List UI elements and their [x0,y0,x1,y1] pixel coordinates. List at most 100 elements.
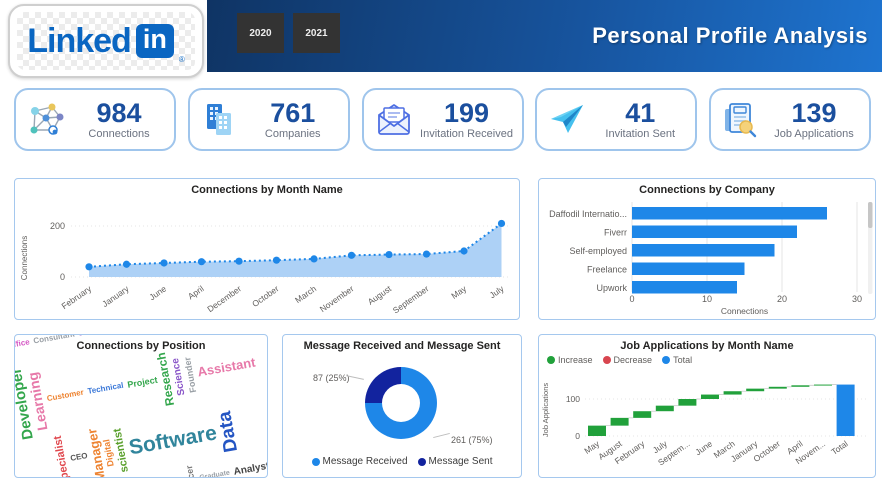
svg-text:April: April [186,283,206,301]
wf-bar-April[interactable] [791,385,810,387]
wf-bar-August[interactable] [610,417,629,426]
connections-label: Connections [88,127,150,140]
connections-by-company-chart: Connections by Company 0 10 20 30 Daffodil I… [538,178,876,320]
registered-trademark: ® [178,55,185,64]
svg-text:June: June [693,438,714,457]
bar-Fiverr[interactable] [632,225,797,239]
legend-dot [662,356,671,364]
invitation-sent-label: Invitation Sent [605,127,676,140]
legend-label: Total [673,355,693,365]
point-December[interactable] [235,257,243,265]
linkedin-logo-card: Linked in ® [8,4,204,78]
point-June[interactable] [160,259,168,267]
bar-Upwork[interactable] [632,281,737,294]
svg-text:10: 10 [702,294,712,304]
word-Software[interactable]: Software [127,421,219,460]
linkedin-in-badge: in [135,24,174,58]
word-Customer[interactable]: Customer [46,388,85,404]
point-April[interactable] [197,258,206,266]
wf-bar-Novem...[interactable] [814,384,832,386]
legend-increase[interactable]: Increase [547,355,593,365]
svg-text:February: February [60,283,94,311]
svg-text:June: June [147,283,168,302]
bar-chart-plot[interactable]: 0 10 20 30 Daffodil Internatio... Fiverr Self-… [539,196,875,320]
word-cloud[interactable]: SupportViceMachineArtificialIntelligence… [15,335,268,478]
word-CEO[interactable]: CEO [69,451,89,464]
donut-hole [382,384,420,422]
bar-Self-employed[interactable] [632,244,775,257]
legend-dot [311,457,320,466]
svg-text:September: September [391,283,431,315]
point-February[interactable] [85,263,93,271]
area-chart-plot[interactable]: 200 0 Connections February January June April D… [15,196,519,318]
point-November[interactable] [347,251,356,259]
legend-message-received[interactable]: Message Received [311,456,408,467]
legend-label: Decrease [613,355,653,365]
word-Junior[interactable]: Junior [76,335,105,337]
svg-text:October: October [250,283,281,309]
point-October[interactable] [272,256,281,264]
connections-count: 984 [96,98,142,129]
legend-label: Message Sent [428,456,493,467]
connections-by-month-chart: Connections by Month Name 200 0 Connection… [14,178,520,320]
waterfall-legend: Increase Decrease Total [547,355,692,365]
svg-text:0: 0 [575,431,580,441]
message-sent-callout: 87 (25%) [313,373,350,383]
svg-text:Total: Total [829,438,850,457]
word-Senior[interactable]: Senior [145,474,187,477]
svg-text:0: 0 [60,272,65,282]
legend-label: Message Received [322,456,408,467]
legend-label: Increase [558,355,593,365]
svg-text:March: March [293,283,318,305]
legend-total[interactable]: Total [662,355,692,365]
wf-bar-July[interactable] [655,405,674,412]
job-applications-label: Job Applications [774,127,854,140]
wf-bar-February[interactable] [633,411,652,418]
point-September[interactable] [422,250,431,258]
network-icon [30,103,64,135]
word-Project[interactable]: Project [126,374,159,390]
wf-bar-March[interactable] [723,391,742,395]
svg-text:Fiverr: Fiverr [604,228,627,238]
wf-bar-Total[interactable] [836,384,855,436]
word-Assistant[interactable]: Assistant [196,354,257,380]
wf-bar-January[interactable] [746,388,765,392]
point-May[interactable] [460,247,468,255]
wf-bar-Septem...[interactable] [678,399,697,406]
wf-bar-October[interactable] [768,386,787,389]
year-button-2021[interactable]: 2021 [293,13,340,53]
bar-Freelance[interactable] [632,262,745,276]
wf-bar-June[interactable] [701,394,719,399]
header-banner: 2020 2021 Personal Profile Analysis [207,0,882,72]
invitation-received-count: 199 [443,98,490,129]
word-Analyst[interactable]: Analyst [232,460,268,478]
point-July[interactable] [497,219,506,228]
svg-text:Connections: Connections [20,236,29,280]
svg-text:100: 100 [566,394,580,404]
legend-decrease[interactable]: Decrease [602,355,653,365]
legend-message-sent[interactable]: Message Sent [417,456,493,467]
point-January[interactable] [122,260,131,268]
logo-transparency-background: Linked in ® [17,12,195,70]
year-button-2020[interactable]: 2020 [237,13,284,53]
callout-leader-line [433,432,450,439]
point-August[interactable] [385,250,393,259]
donut-ring[interactable] [365,367,437,439]
wf-bar-May[interactable] [588,425,606,436]
kpi-card-connections: 984 Connections [14,88,176,151]
bar-Daffodil Internatio...[interactable] [632,207,827,220]
companies-label: Companies [264,127,321,140]
point-March[interactable] [310,255,318,263]
kpi-row: 984 Connections 761 Companies [14,88,871,151]
word-Graduate[interactable]: Graduate [198,469,231,478]
word-Data[interactable]: Data [214,409,242,454]
messages-donut-chart: Message Received and Message Sent 87 (25… [282,334,522,478]
chart-title: Connections by Position [76,340,206,352]
chart-title: Message Received and Message Sent [303,340,501,352]
scrollbar-thumb[interactable] [868,202,873,228]
word-Technical[interactable]: Technical [86,381,125,397]
companies-count: 761 [270,98,316,129]
linkedin-logo-text: Linked [27,21,132,60]
